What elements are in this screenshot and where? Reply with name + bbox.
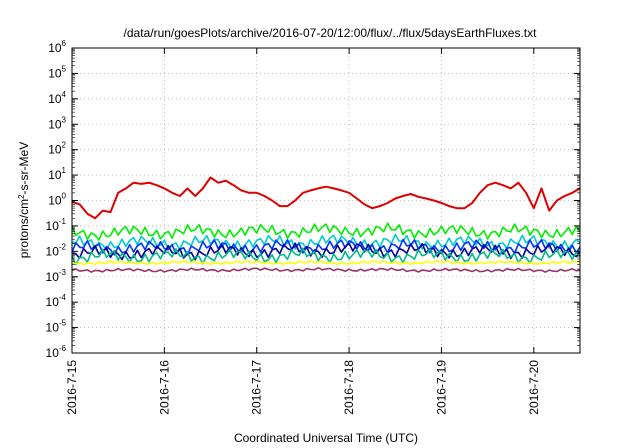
x-tick-label: 2016-7-16 (157, 360, 171, 415)
series-line (71, 222, 581, 241)
y-tick-label: 103 (48, 115, 66, 131)
series-line (71, 247, 581, 266)
y-tick-label: 102 (48, 141, 66, 157)
series-line (71, 242, 581, 261)
x-tick-label: 2016-7-19 (434, 360, 448, 415)
y-tick-label: 10-4 (46, 293, 67, 309)
x-tick-label: 2016-7-17 (250, 360, 264, 415)
x-tick-label: 2016-7-20 (527, 360, 541, 415)
x-tick-label: 2016-7-15 (65, 360, 79, 415)
y-tick-label: 10-5 (46, 319, 67, 335)
x-tick-label: 2016-7-18 (342, 360, 356, 415)
series-line (71, 267, 581, 273)
y-tick-label: 10-3 (46, 268, 67, 284)
series-group (71, 176, 581, 273)
y-tick-label: 10-6 (46, 344, 67, 360)
x-tick-labels: 2016-7-15 2016-7-16 2016-7-17 2016-7-18 2016… (65, 360, 541, 415)
y-tick-label: 10-1 (46, 217, 67, 233)
y-tick-label: 10-2 (46, 242, 67, 258)
x-axis-label: Coordinated Universal Time (UTC) (234, 431, 418, 445)
chart-title: /data/run/goesPlots/archive/2016-07-20/1… (124, 26, 538, 40)
y-tick-label: 105 (48, 64, 66, 80)
series-line (71, 259, 581, 266)
tick-marks (71, 47, 580, 354)
y-tick-label: 101 (48, 166, 66, 182)
y-tick-label: 106 (48, 39, 66, 55)
y-tick-label: 100 (48, 192, 66, 208)
series-line (71, 176, 581, 220)
y-tick-labels: 10-6 10-5 10-4 10-3 10-2 10-1 100 101 102 103 104 1… (46, 39, 67, 360)
y-axis-label: protons/cm2-s-sr-MeV (17, 142, 32, 258)
y-tick-label: 104 (48, 90, 66, 106)
